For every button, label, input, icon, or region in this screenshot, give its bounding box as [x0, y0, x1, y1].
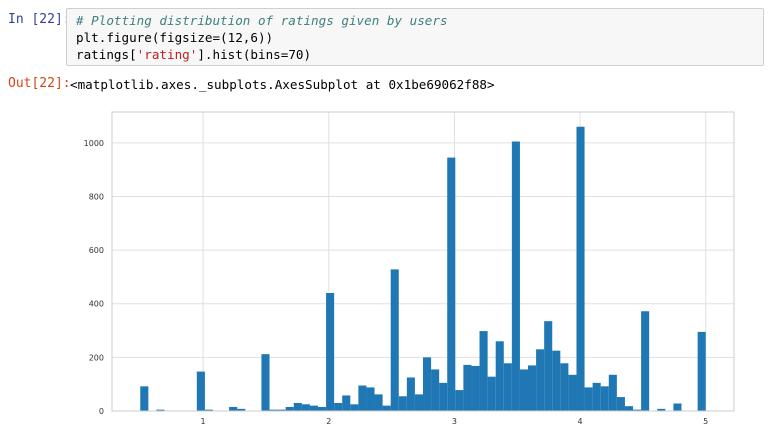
histogram-bar — [382, 405, 391, 411]
histogram-bar — [552, 350, 561, 411]
histogram-bar — [495, 341, 504, 411]
histogram-bar — [503, 363, 512, 411]
histogram-bar — [309, 405, 318, 411]
histogram-bar — [439, 382, 448, 411]
x-tick-label: 4 — [578, 417, 583, 426]
histogram-bar — [334, 402, 343, 411]
histogram-bar — [277, 409, 286, 411]
y-tick-label: 1000 — [84, 139, 104, 148]
histogram-bar — [196, 371, 205, 411]
histogram-bar — [641, 311, 650, 411]
code-comment-line: # Plotting distribution of ratings given… — [76, 13, 448, 28]
x-tick-label: 2 — [326, 417, 331, 426]
x-tick-label: 1 — [201, 417, 206, 426]
output-text: <matplotlib.axes._subplots.AxesSubplot a… — [70, 77, 495, 92]
histogram-bar — [447, 157, 456, 411]
histogram-bar — [422, 357, 432, 411]
x-tick-label: 5 — [703, 417, 708, 426]
output-prompt: Out[22]: — [8, 76, 71, 91]
histogram-bar — [140, 386, 149, 411]
histogram-bar — [374, 394, 383, 411]
histogram-bar — [261, 354, 270, 411]
histogram-bar — [576, 126, 585, 412]
input-prompt: In [22]: — [8, 12, 71, 27]
histogram-bar — [544, 321, 553, 411]
histogram-bar — [269, 409, 278, 411]
histogram-bar — [431, 369, 440, 411]
histogram-bar — [285, 406, 294, 411]
code-line-hist: ratings['rating'].hist(bins=70) — [76, 47, 311, 62]
histogram-bar — [673, 403, 682, 411]
code-line-figure: plt.figure(figsize=(12,6)) — [76, 30, 274, 45]
histogram-bar — [342, 395, 351, 411]
histogram-bar — [156, 409, 165, 411]
histogram-bar — [301, 404, 310, 411]
histogram-bar — [511, 141, 520, 412]
histogram-bar — [633, 409, 642, 411]
axes-frame — [111, 111, 735, 412]
histogram-bar — [568, 374, 577, 411]
histogram-bar — [487, 376, 496, 411]
histogram-bar — [350, 404, 359, 411]
histogram-bar — [406, 377, 415, 411]
histogram-bar — [657, 408, 666, 411]
histogram-bar — [592, 382, 601, 411]
histogram-bar — [471, 365, 480, 411]
histogram-bar — [390, 269, 399, 411]
histogram-bar — [398, 396, 407, 411]
y-tick-label: 800 — [89, 192, 104, 201]
histogram-bar — [536, 349, 545, 411]
histogram-bar — [237, 408, 246, 411]
histogram-bar — [616, 397, 625, 411]
histogram-bar — [326, 293, 335, 411]
y-tick-label: 400 — [89, 300, 104, 309]
histogram-bar — [519, 369, 529, 411]
histogram-bar — [293, 402, 302, 411]
histogram-bar — [229, 406, 238, 411]
y-tick-label: 0 — [99, 407, 104, 416]
histogram-bar — [204, 409, 213, 411]
histogram-bar — [455, 390, 464, 411]
code-cell-input[interactable]: # Plotting distribution of ratings given… — [66, 8, 764, 66]
code-hist-prefix: ratings[ — [76, 47, 137, 62]
histogram-bar — [600, 386, 609, 411]
histogram-bar — [463, 364, 472, 411]
code-hist-suffix: ].hist(bins=70) — [197, 47, 312, 62]
histogram-bar — [528, 365, 537, 411]
y-tick-label: 600 — [89, 246, 104, 255]
histogram-bar — [560, 363, 569, 411]
histogram-bar — [608, 374, 617, 411]
histogram-bar — [366, 387, 375, 411]
histogram-bar — [624, 406, 634, 411]
x-tick-label: 3 — [452, 417, 457, 426]
histogram-bar — [584, 387, 593, 411]
code-hist-string: 'rating' — [136, 47, 198, 62]
histogram-bar — [479, 331, 488, 411]
y-tick-label: 200 — [89, 353, 104, 362]
histogram-bar — [697, 331, 706, 411]
histogram-bar — [317, 406, 327, 411]
histogram-bar — [358, 385, 367, 411]
histogram-bar — [414, 394, 423, 411]
